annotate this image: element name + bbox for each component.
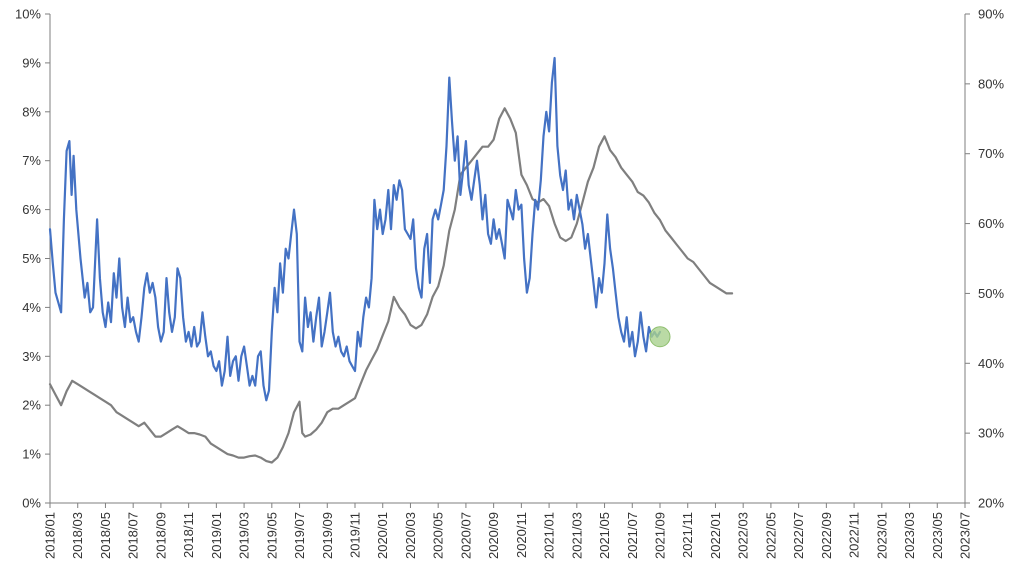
x-tick-label: 2018/09 (153, 512, 168, 559)
left-tick-label: 4% (22, 300, 41, 315)
x-tick-label: 2020/11 (514, 512, 529, 558)
x-tick-label: 2021/09 (653, 512, 668, 559)
x-tick-label: 2020/09 (486, 512, 501, 559)
highlight-marker (649, 326, 671, 348)
left-tick-label: 10% (15, 7, 41, 22)
x-tick-label: 2022/05 (763, 512, 778, 559)
x-tick-label: 2022/03 (736, 512, 751, 559)
series-line-left-axis (48, 56, 662, 402)
x-tick-label: 2018/01 (43, 512, 58, 559)
x-tick-label: 2023/03 (902, 512, 917, 559)
left-tick-label: 2% (22, 398, 41, 413)
x-tick-label: 2021/05 (597, 512, 612, 559)
x-tick-label: 2020/07 (458, 512, 473, 559)
x-tick-label: 2019/07 (292, 512, 307, 559)
left-tick-label: 6% (22, 202, 41, 217)
x-tick-label: 2022/11 (847, 512, 862, 558)
left-tick-label: 1% (22, 447, 41, 462)
x-tick-label: 2022/07 (791, 512, 806, 559)
left-tick-label: 8% (22, 104, 41, 119)
x-tick-label: 2020/01 (375, 512, 390, 559)
x-tick-label: 2019/05 (264, 512, 279, 559)
x-tick-label: 2018/03 (70, 512, 85, 559)
right-tick-label: 40% (978, 356, 1004, 371)
left-tick-label: 3% (22, 349, 41, 364)
series-line-right-axis (48, 107, 734, 464)
x-tick-label: 2019/01 (209, 512, 224, 559)
right-tick-label: 30% (978, 426, 1004, 441)
right-tick-label: 70% (978, 146, 1004, 161)
x-tick-label: 2021/01 (542, 512, 557, 559)
right-axis-ticks: 20% 30% 40% 50% 60% 70% 80% 90% (965, 7, 1004, 511)
x-tick-label: 2020/03 (403, 512, 418, 559)
x-tick-label: 2019/11 (348, 512, 363, 558)
x-axis-ticks: 2018/01 2018/03 2018/05 2018/07 2018/09 2018/… (43, 503, 973, 559)
x-tick-label: 2020/05 (431, 512, 446, 559)
x-tick-label: 2018/11 (181, 512, 196, 558)
x-tick-label: 2023/01 (874, 512, 889, 559)
left-tick-label: 9% (22, 55, 41, 70)
right-tick-label: 50% (978, 286, 1004, 301)
x-tick-label: 2018/07 (126, 512, 141, 559)
series-layer (48, 56, 734, 464)
x-tick-label: 2019/09 (320, 512, 335, 559)
axes (49, 14, 966, 504)
x-tick-label: 2023/05 (930, 512, 945, 559)
right-tick-label: 80% (978, 76, 1004, 91)
left-tick-label: 7% (22, 153, 41, 168)
x-tick-label: 2018/05 (98, 512, 113, 559)
right-tick-label: 60% (978, 216, 1004, 231)
x-tick-label: 2022/01 (708, 512, 723, 559)
x-tick-label: 2023/07 (958, 512, 973, 559)
right-tick-label: 20% (978, 496, 1004, 511)
x-tick-label: 2021/11 (680, 512, 695, 558)
x-tick-label: 2021/03 (569, 512, 584, 559)
right-tick-label: 90% (978, 7, 1004, 22)
left-tick-label: 0% (22, 496, 41, 511)
left-axis-ticks: 0% 1% 2% 3% 4% 5% 6% 7% 8% 9% 10% (15, 7, 50, 511)
x-tick-label: 2021/07 (625, 512, 640, 559)
x-tick-label: 2022/09 (819, 512, 834, 559)
x-tick-label: 2019/03 (237, 512, 252, 559)
left-tick-label: 5% (22, 251, 41, 266)
